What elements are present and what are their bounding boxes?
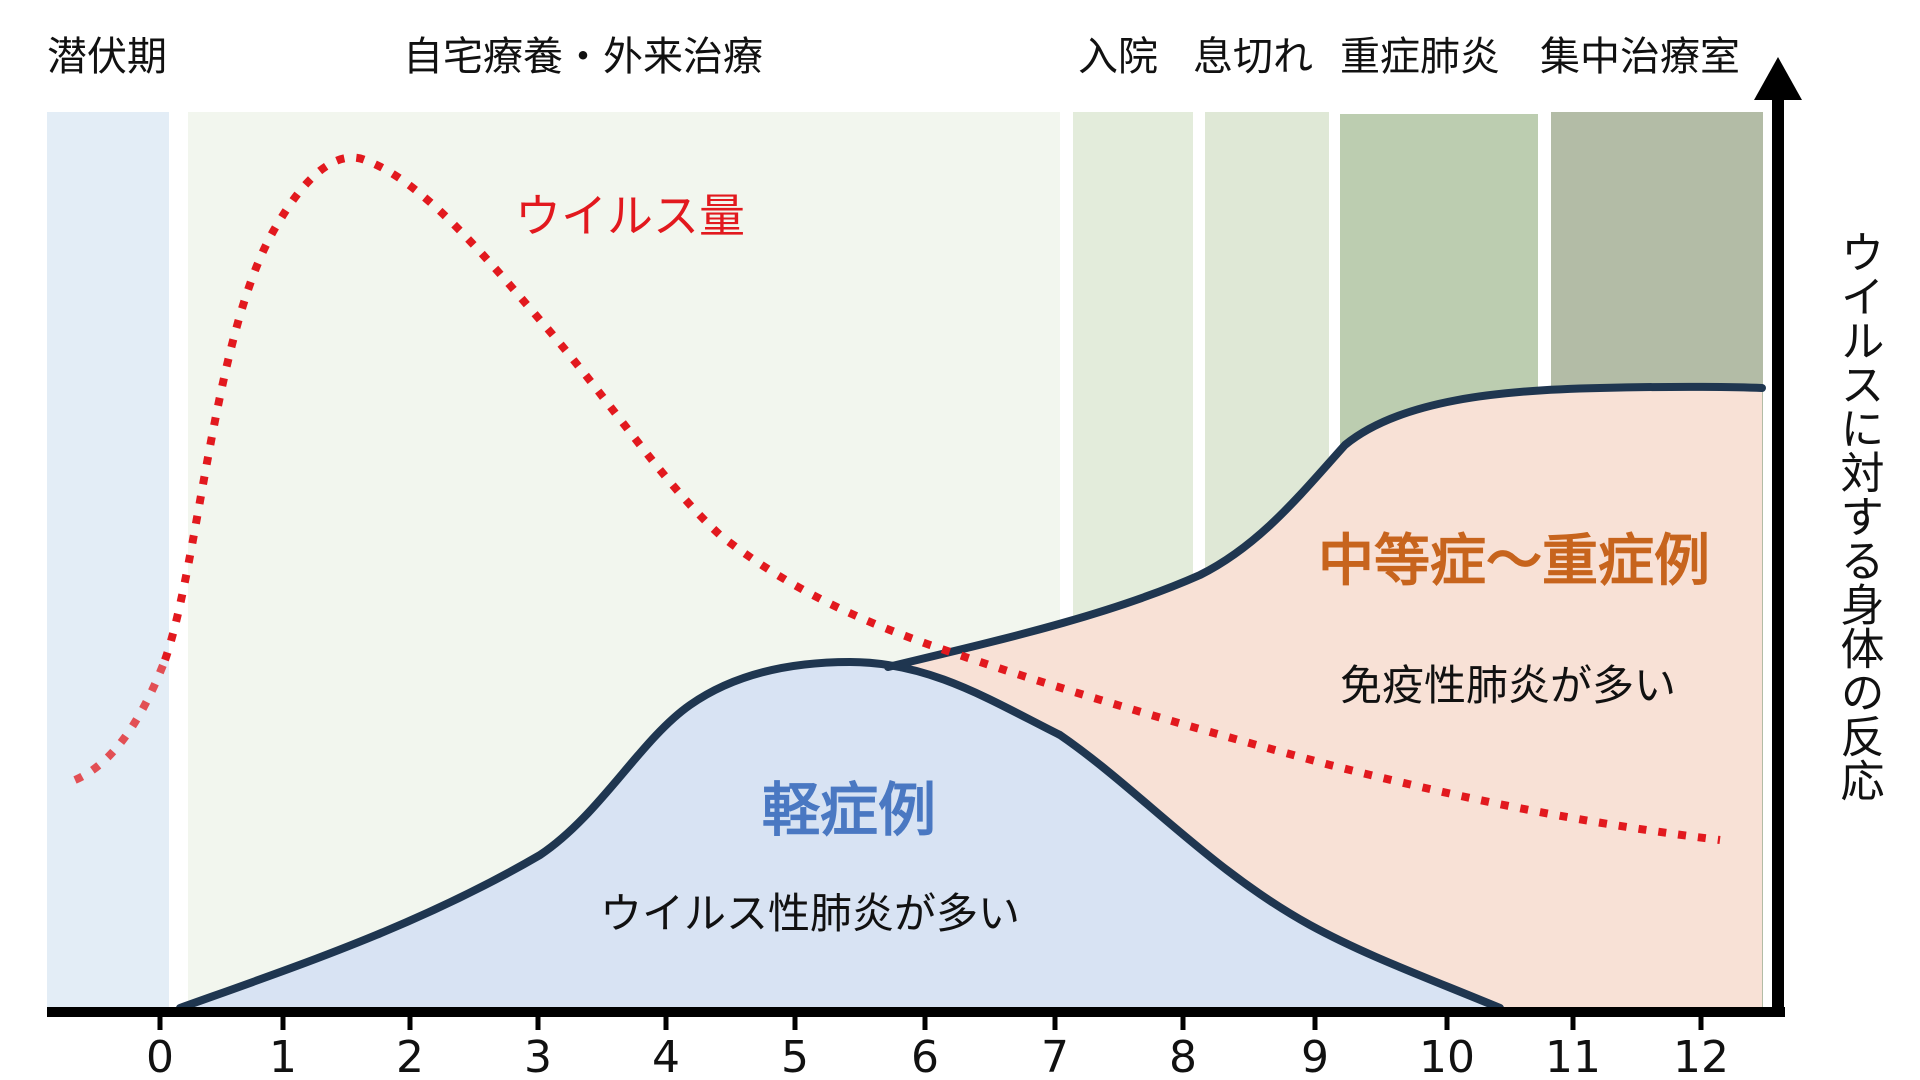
virus-load-line (161, 153, 1721, 844)
x-tick-label-6: 6 (911, 1032, 939, 1080)
x-tick-label-5: 5 (781, 1032, 809, 1080)
phase-label-incubation: 潜伏期 (47, 34, 167, 80)
mild-case-curve (176, 657, 1504, 1012)
phase-label-breathless: 息切れ (1193, 34, 1313, 80)
x-tick-label-1: 1 (269, 1032, 297, 1080)
x-tick-label-3: 3 (524, 1032, 552, 1080)
x-tick-label-4: 4 (652, 1032, 680, 1080)
mild-case-area (180, 662, 1505, 1012)
x-tick-label-10: 10 (1419, 1032, 1475, 1080)
x-tick-label-12: 12 (1673, 1032, 1729, 1080)
phase-band-incubation (47, 112, 169, 1012)
x-tick-label-11: 11 (1545, 1032, 1601, 1080)
axes (47, 57, 1802, 1017)
phase-label-severe-pneumonia: 重症肺炎 (1340, 34, 1500, 80)
y-axis-arrow-icon (1754, 57, 1802, 100)
severe-case-area (888, 386, 1762, 1012)
mild-case-title: 軽症例 (762, 776, 936, 844)
severe-case-description: 免疫性肺炎が多い (1340, 661, 1676, 710)
phase-label-icu: 集中治療室 (1540, 34, 1740, 80)
virus-load-line-early (73, 658, 169, 784)
phase-label-hospital: 入院 (1078, 34, 1158, 80)
severe-case-title: 中等症～重症例 (1318, 529, 1710, 594)
x-tick-label-8: 8 (1169, 1032, 1197, 1080)
x-tick-label-9: 9 (1301, 1032, 1329, 1080)
x-tick-label-2: 2 (396, 1032, 424, 1080)
phase-label-home: 自宅療養・外来治療 (403, 34, 763, 80)
x-axis-ticks: 0 1 2 3 4 5 6 7 8 9 10 11 12 (146, 1012, 1729, 1080)
mild-case-description: ウイルス性肺炎が多い (600, 889, 1020, 938)
x-tick-label-0: 0 (146, 1032, 174, 1080)
severe-case-curve (884, 382, 1766, 671)
phase-labels: 潜伏期 自宅療養・外来治療 入院 息切れ 重症肺炎 集中治療室 (47, 34, 1740, 80)
virus-load-label: ウイルス量 (515, 189, 745, 243)
x-tick-label-7: 7 (1041, 1032, 1069, 1080)
y-axis-label: ウイルスに対する身体の反応 (1833, 230, 1884, 802)
